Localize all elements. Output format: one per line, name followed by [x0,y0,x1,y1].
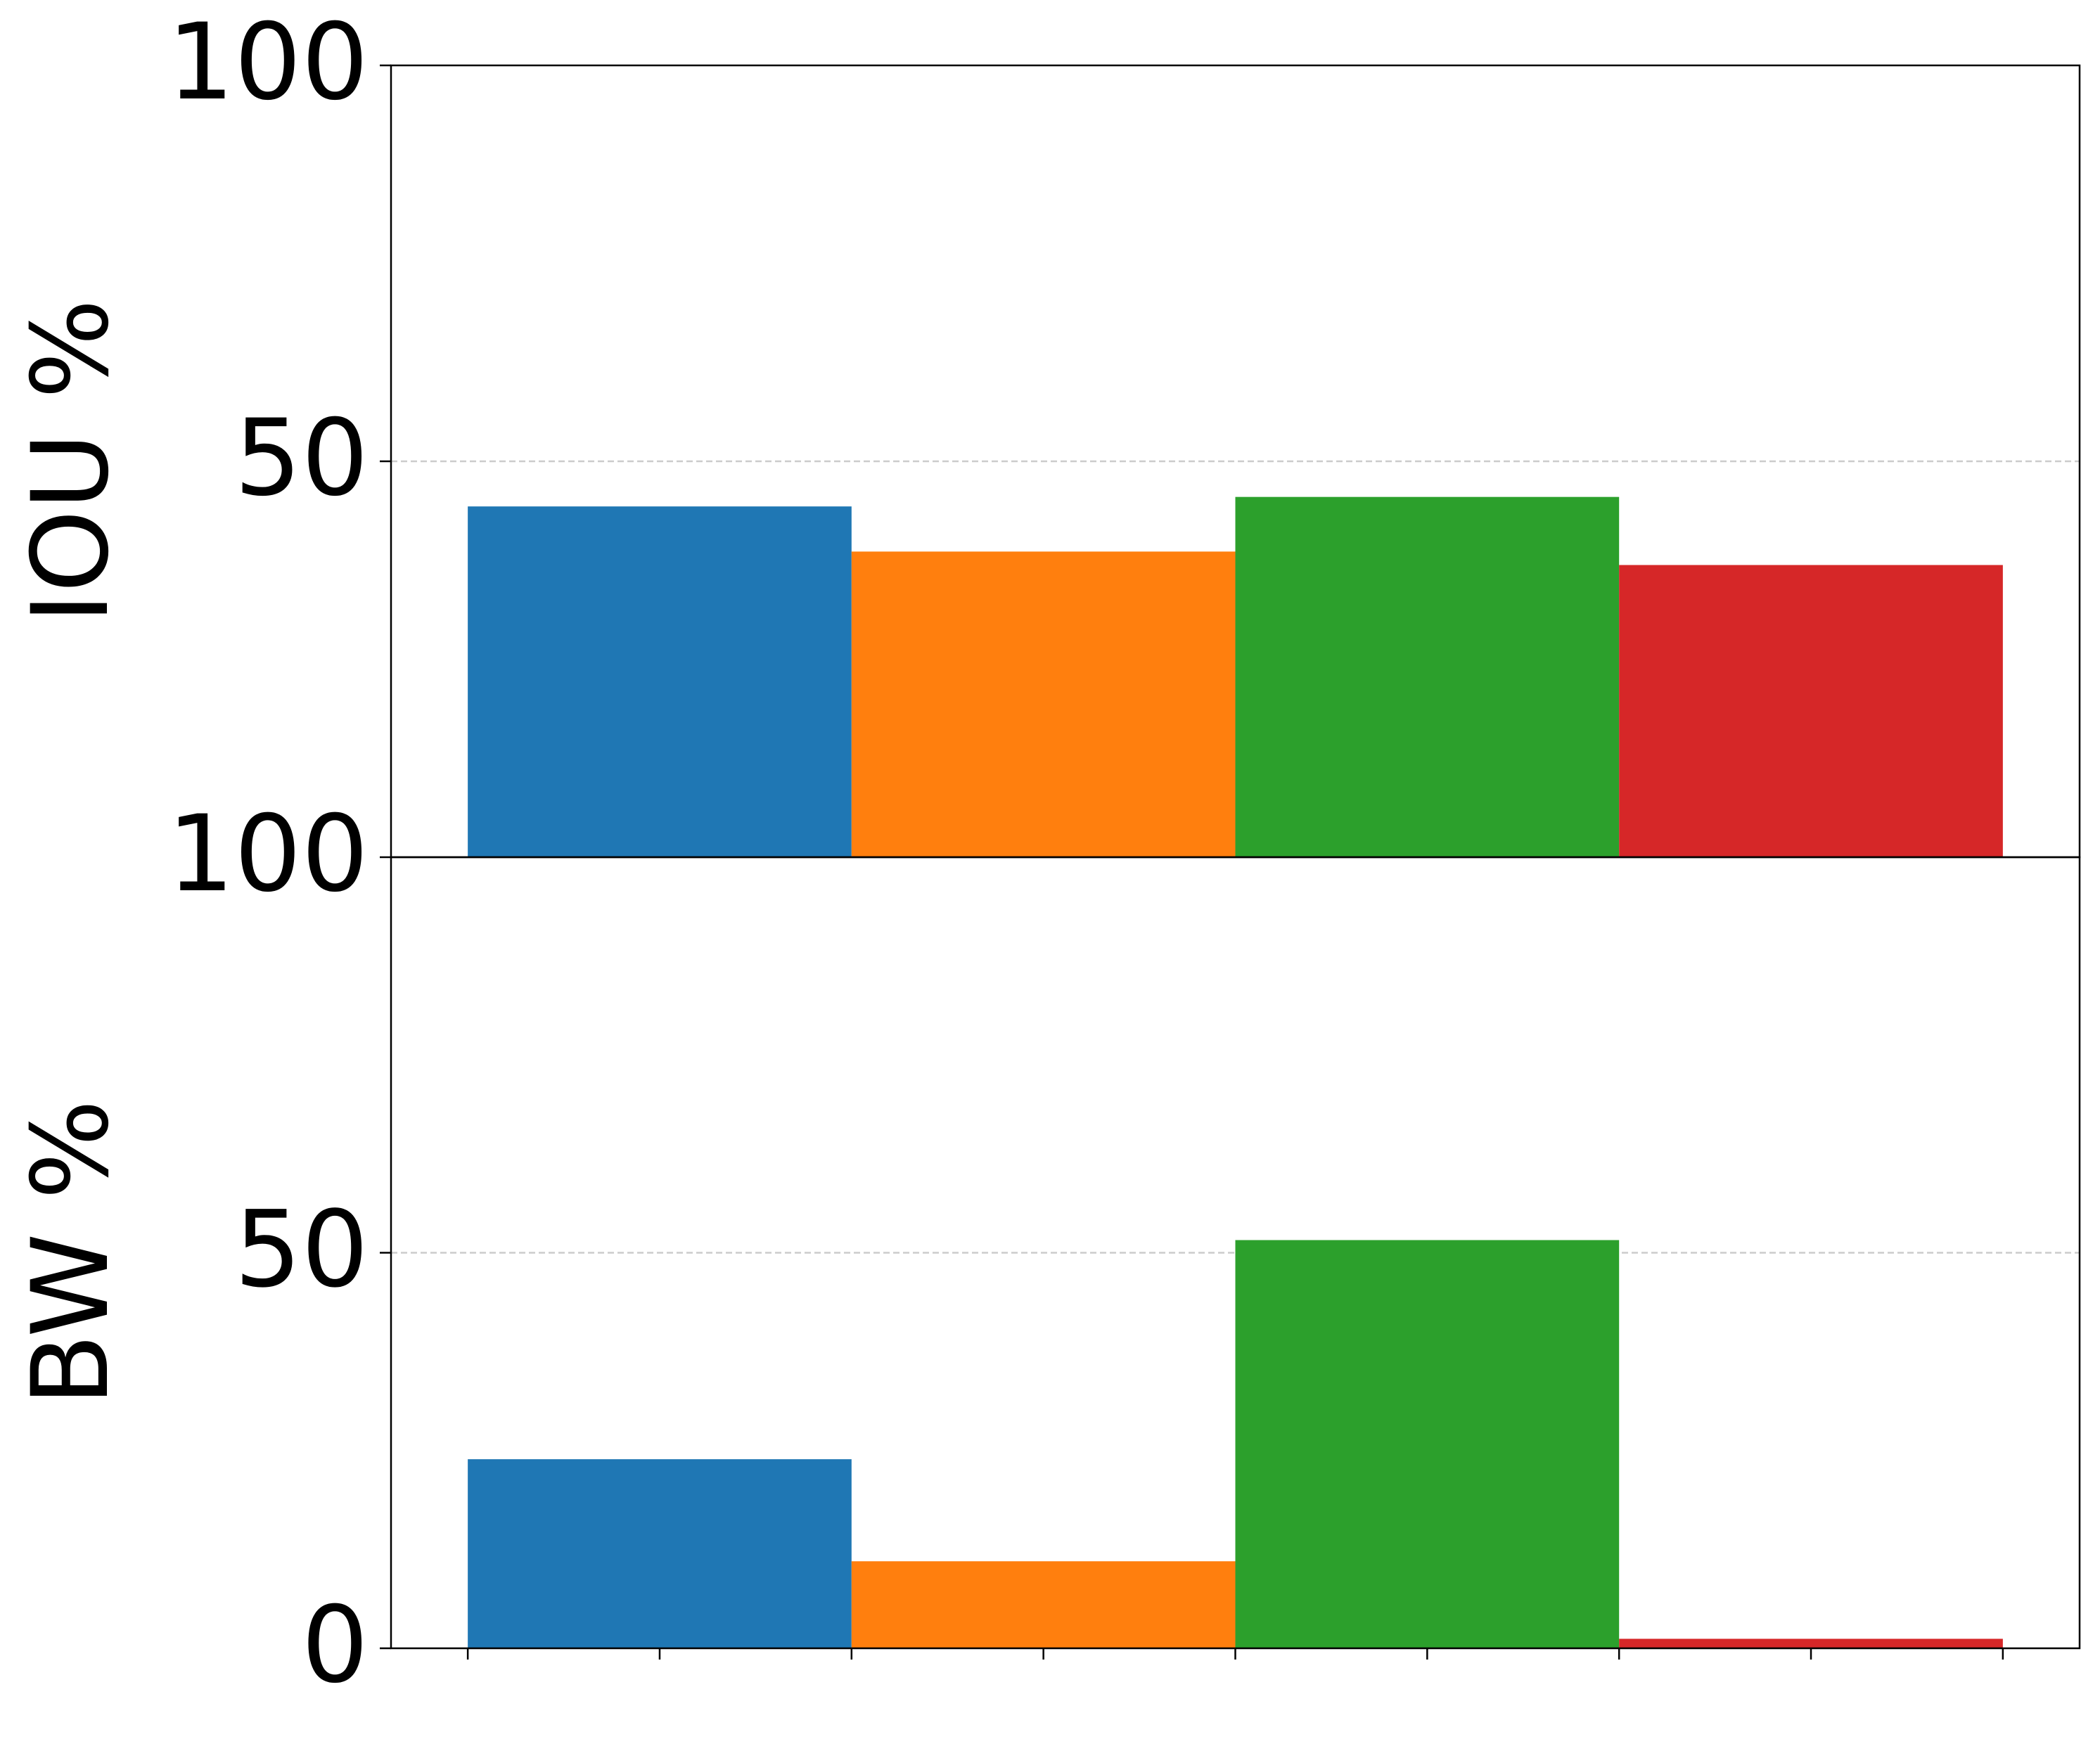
y-axis-label: IOU % [10,299,132,624]
bar [468,506,852,857]
y-tick-label: 100 [167,1,369,124]
bar [468,1459,852,1648]
y-axis-label: BW % [10,1099,132,1406]
bar [851,1561,1236,1648]
y-tick-label: 0 [302,1584,369,1707]
y-tick-label: 50 [234,397,369,520]
bar [851,551,1236,857]
bar [1619,1638,2003,1648]
bar [1235,1240,1620,1648]
y-tick-label: 50 [234,1189,369,1311]
y-tick-label: 100 [167,793,369,916]
bar [1619,565,2003,857]
plot-frame [390,856,2081,1650]
bar [1235,496,1620,857]
